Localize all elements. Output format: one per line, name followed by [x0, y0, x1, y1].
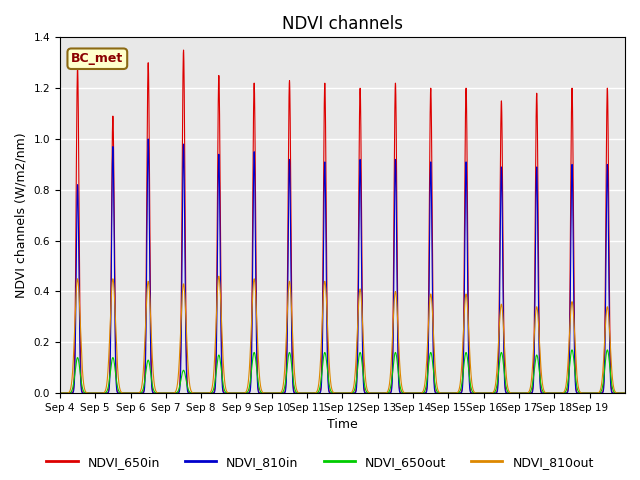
Text: BC_met: BC_met [71, 52, 124, 65]
NDVI_810in [260, 390, 268, 396]
NDVI_650in [505, 390, 513, 396]
NDVI_810in [505, 390, 513, 396]
NDVI_810in [415, 390, 423, 396]
NDVI_650in [260, 390, 268, 396]
NDVI_650in [415, 390, 423, 396]
NDVI_650out [621, 390, 629, 396]
NDVI_810in [84, 390, 92, 396]
NDVI_810out [260, 390, 268, 396]
NDVI_810out [215, 273, 223, 279]
NDVI_810in [475, 390, 483, 396]
NDVI_810in [390, 226, 398, 231]
NDVI_650in [180, 47, 188, 53]
NDVI_810out [475, 390, 483, 396]
NDVI_650out [475, 390, 483, 396]
NDVI_810in [145, 136, 152, 142]
Title: NDVI channels: NDVI channels [282, 15, 403, 33]
NDVI_650out [604, 347, 611, 353]
NDVI_650out [505, 390, 513, 396]
NDVI_810out [390, 297, 398, 302]
NDVI_810out [505, 389, 513, 395]
Line: NDVI_650out: NDVI_650out [60, 350, 625, 393]
NDVI_650out [56, 390, 64, 396]
NDVI_650in [84, 390, 92, 396]
NDVI_650out [390, 354, 398, 360]
NDVI_650out [415, 390, 423, 396]
NDVI_810in [621, 390, 629, 396]
NDVI_810in [56, 390, 64, 396]
NDVI_810out [56, 390, 64, 396]
Line: NDVI_810in: NDVI_810in [60, 139, 625, 393]
NDVI_650in [621, 390, 629, 396]
NDVI_650in [390, 160, 398, 166]
NDVI_810out [84, 390, 92, 396]
Y-axis label: NDVI channels (W/m2/nm): NDVI channels (W/m2/nm) [15, 132, 28, 298]
NDVI_810out [415, 390, 423, 396]
Line: NDVI_810out: NDVI_810out [60, 276, 625, 393]
NDVI_650out [260, 390, 268, 396]
Legend: NDVI_650in, NDVI_810in, NDVI_650out, NDVI_810out: NDVI_650in, NDVI_810in, NDVI_650out, NDV… [41, 451, 599, 474]
Line: NDVI_650in: NDVI_650in [60, 50, 625, 393]
NDVI_650in [56, 390, 64, 396]
NDVI_810out [621, 390, 629, 396]
X-axis label: Time: Time [327, 419, 358, 432]
NDVI_650out [84, 390, 92, 396]
NDVI_650in [475, 390, 483, 396]
